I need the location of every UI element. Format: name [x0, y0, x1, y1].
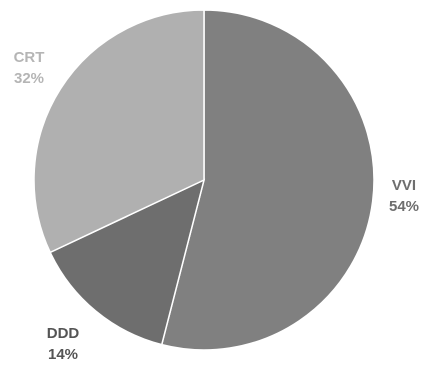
pie-labels: VVI 54% DDD 14% CRT 32%: [14, 49, 419, 363]
pie-slices: [33, 9, 375, 351]
slice-label-vvi: VVI 54%: [389, 177, 419, 215]
slice-category-ddd: DDD: [47, 325, 80, 342]
slice-percent-crt: 32%: [14, 70, 44, 87]
slice-label-ddd: DDD 14%: [47, 325, 80, 363]
pie-slice-crt: [33, 9, 205, 254]
pie-slice-ddd: [49, 178, 206, 346]
slice-label-crt: CRT 32%: [14, 49, 45, 87]
slice-percent-ddd: 14%: [48, 346, 78, 363]
slice-percent-vvi: 54%: [389, 198, 419, 215]
slice-category-vvi: VVI: [392, 177, 416, 194]
pie-slice-vvi: [160, 9, 375, 351]
slice-category-crt: CRT: [14, 49, 45, 66]
